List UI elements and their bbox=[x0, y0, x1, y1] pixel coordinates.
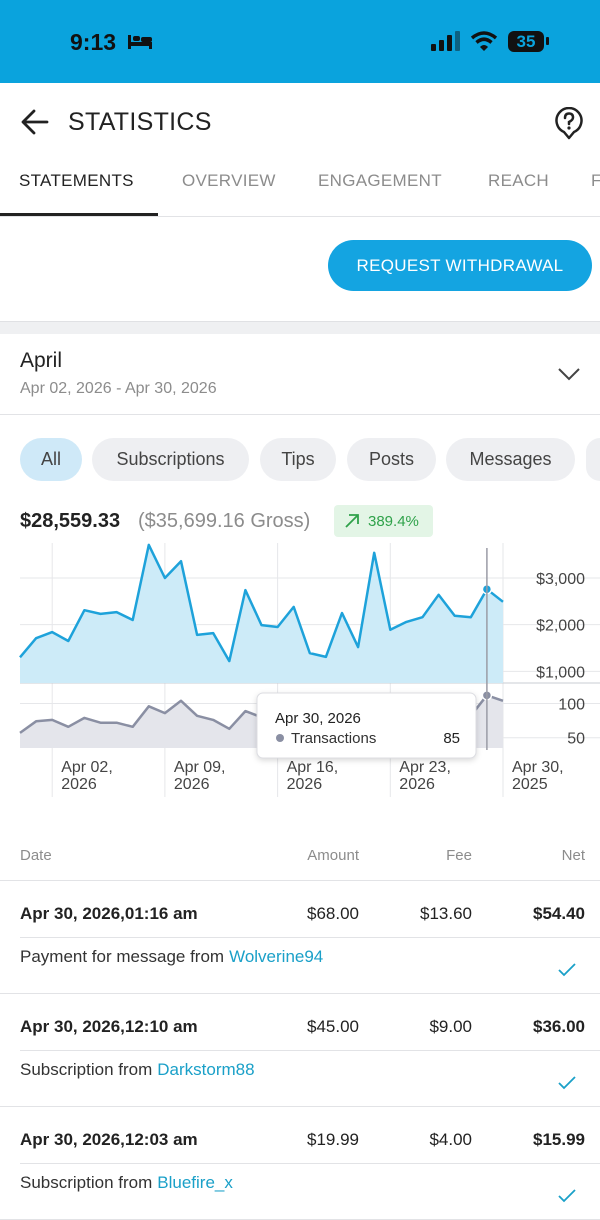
period-dropdown[interactable] bbox=[556, 366, 582, 382]
net-total: $28,559.33 bbox=[20, 510, 121, 532]
x-tick-label-line: Apr 02, bbox=[61, 759, 113, 776]
status-time: 9:13 bbox=[70, 29, 117, 55]
signal-icon bbox=[431, 31, 460, 51]
filter-chip[interactable]: All bbox=[20, 438, 82, 481]
row-amount: $19.99 bbox=[307, 1130, 359, 1149]
x-tick-label-line: 2026 bbox=[61, 776, 97, 793]
tooltip-value: 85 bbox=[443, 730, 460, 747]
row-inner-divider bbox=[20, 1163, 600, 1164]
tooltip-dot bbox=[276, 734, 284, 742]
status-bar: 9:13 35 bbox=[0, 0, 600, 83]
active-tab-indicator bbox=[0, 213, 158, 216]
period-divider bbox=[0, 414, 600, 415]
tab[interactable]: REACH bbox=[488, 171, 550, 190]
x-tick-label: Apr 09, 2026 bbox=[174, 759, 226, 793]
table-divider bbox=[0, 1106, 600, 1107]
x-tick-label: Apr 02, 2026 bbox=[61, 759, 113, 793]
series-line bbox=[19, 543, 504, 663]
row-net: $36.00 bbox=[533, 1017, 585, 1036]
gross-total: ($35,699.16 Gross) bbox=[138, 510, 311, 532]
tooltip-title: Apr 30, 2026 bbox=[275, 710, 361, 727]
tab[interactable]: OVERVIEW bbox=[182, 171, 276, 190]
row-inner-divider bbox=[20, 1050, 600, 1051]
tab[interactable]: F bbox=[591, 171, 600, 190]
battery-tip bbox=[546, 37, 549, 45]
x-tick-label-line: 2026 bbox=[287, 776, 323, 793]
x-tick-label-line: Apr 23, bbox=[399, 759, 451, 776]
help-button[interactable] bbox=[554, 107, 584, 141]
status-check bbox=[556, 962, 578, 978]
user-link[interactable]: Bluefire_x bbox=[157, 1173, 233, 1192]
filter-chip[interactable]: Tips bbox=[260, 438, 336, 481]
x-tick-label: Apr 16, 2026 bbox=[287, 759, 339, 793]
period-month: April bbox=[20, 349, 63, 372]
battery: 35 bbox=[508, 31, 544, 52]
column-header: Net bbox=[561, 847, 585, 864]
tab[interactable]: ENGAGEMENT bbox=[318, 171, 442, 190]
y-tick-label: 100 bbox=[558, 697, 585, 714]
check-icon bbox=[558, 1189, 576, 1203]
filter-chip[interactable]: Posts bbox=[347, 438, 436, 481]
column-header: Amount bbox=[307, 847, 359, 864]
y-tick-label: $3,000 bbox=[536, 571, 585, 588]
change-value: 389.4% bbox=[368, 513, 419, 530]
row-net: $54.40 bbox=[533, 904, 585, 923]
check-icon bbox=[558, 963, 576, 977]
y-tick-label: $1,000 bbox=[536, 664, 585, 681]
table-divider bbox=[0, 880, 600, 881]
request-withdrawal-button[interactable]: REQUEST WITHDRAWAL bbox=[328, 240, 592, 291]
x-tick-label-line: Apr 16, bbox=[287, 759, 339, 776]
tab[interactable]: STATEMENTS bbox=[19, 171, 134, 190]
back-button[interactable] bbox=[20, 108, 50, 136]
row-fee: $13.60 bbox=[420, 904, 472, 923]
row-date: Apr 30, 2026,12:03 am bbox=[20, 1130, 198, 1149]
period-range: Apr 02, 2026 - Apr 30, 2026 bbox=[20, 380, 217, 397]
section-separator bbox=[0, 321, 600, 334]
row-fee: $4.00 bbox=[429, 1130, 472, 1149]
filter-chip[interactable]: Messages bbox=[446, 438, 575, 481]
page-title: STATISTICS bbox=[68, 108, 212, 136]
tooltip: Apr 30, 2026 Transactions 85 bbox=[256, 692, 477, 759]
row-date: Apr 30, 2026,01:16 am bbox=[20, 904, 198, 923]
status-check bbox=[556, 1075, 578, 1091]
filter-chip[interactable]: Subscriptions bbox=[92, 438, 249, 481]
user-link[interactable]: Darkstorm88 bbox=[157, 1060, 255, 1079]
tooltip-box bbox=[256, 692, 477, 759]
y-tick-label: $2,000 bbox=[536, 618, 585, 635]
tab-divider bbox=[0, 216, 600, 217]
area-fill bbox=[20, 544, 503, 683]
status-check bbox=[556, 1188, 578, 1204]
filter-chip-partial bbox=[586, 438, 600, 481]
row-date: Apr 30, 2026,12:10 am bbox=[20, 1017, 198, 1036]
user-link[interactable]: Wolverine94 bbox=[229, 947, 324, 966]
row-description: Subscription from Bluefire_x bbox=[20, 1173, 233, 1192]
row-inner-divider bbox=[20, 937, 600, 938]
check-icon bbox=[558, 1076, 576, 1090]
x-tick-label-line: Apr 09, bbox=[174, 759, 226, 776]
sleep-icon bbox=[128, 35, 152, 49]
x-tick-label-line: Apr 30, bbox=[512, 759, 564, 776]
up-arrow-icon bbox=[345, 514, 359, 528]
x-tick-label-line: 2025 bbox=[512, 776, 548, 793]
row-amount: $68.00 bbox=[307, 904, 359, 923]
x-tick-label: Apr 23, 2026 bbox=[399, 759, 451, 793]
x-tick-label: Apr 30, 2025 bbox=[512, 759, 564, 793]
row-description: Subscription from Darkstorm88 bbox=[20, 1060, 255, 1079]
x-tick-label-line: 2026 bbox=[174, 776, 210, 793]
column-header: Date bbox=[20, 847, 52, 864]
row-net: $15.99 bbox=[533, 1130, 585, 1149]
column-header: Fee bbox=[446, 847, 472, 864]
tooltip-label: Transactions bbox=[291, 730, 376, 747]
row-fee: $9.00 bbox=[429, 1017, 472, 1036]
row-description: Payment for message from Wolverine94 bbox=[20, 947, 324, 966]
change-badge: 389.4% bbox=[334, 505, 433, 537]
y-tick-label: 50 bbox=[567, 731, 585, 748]
x-tick-label-line: 2026 bbox=[399, 776, 435, 793]
table-divider bbox=[0, 993, 600, 994]
wifi-icon bbox=[470, 31, 498, 51]
row-amount: $45.00 bbox=[307, 1017, 359, 1036]
